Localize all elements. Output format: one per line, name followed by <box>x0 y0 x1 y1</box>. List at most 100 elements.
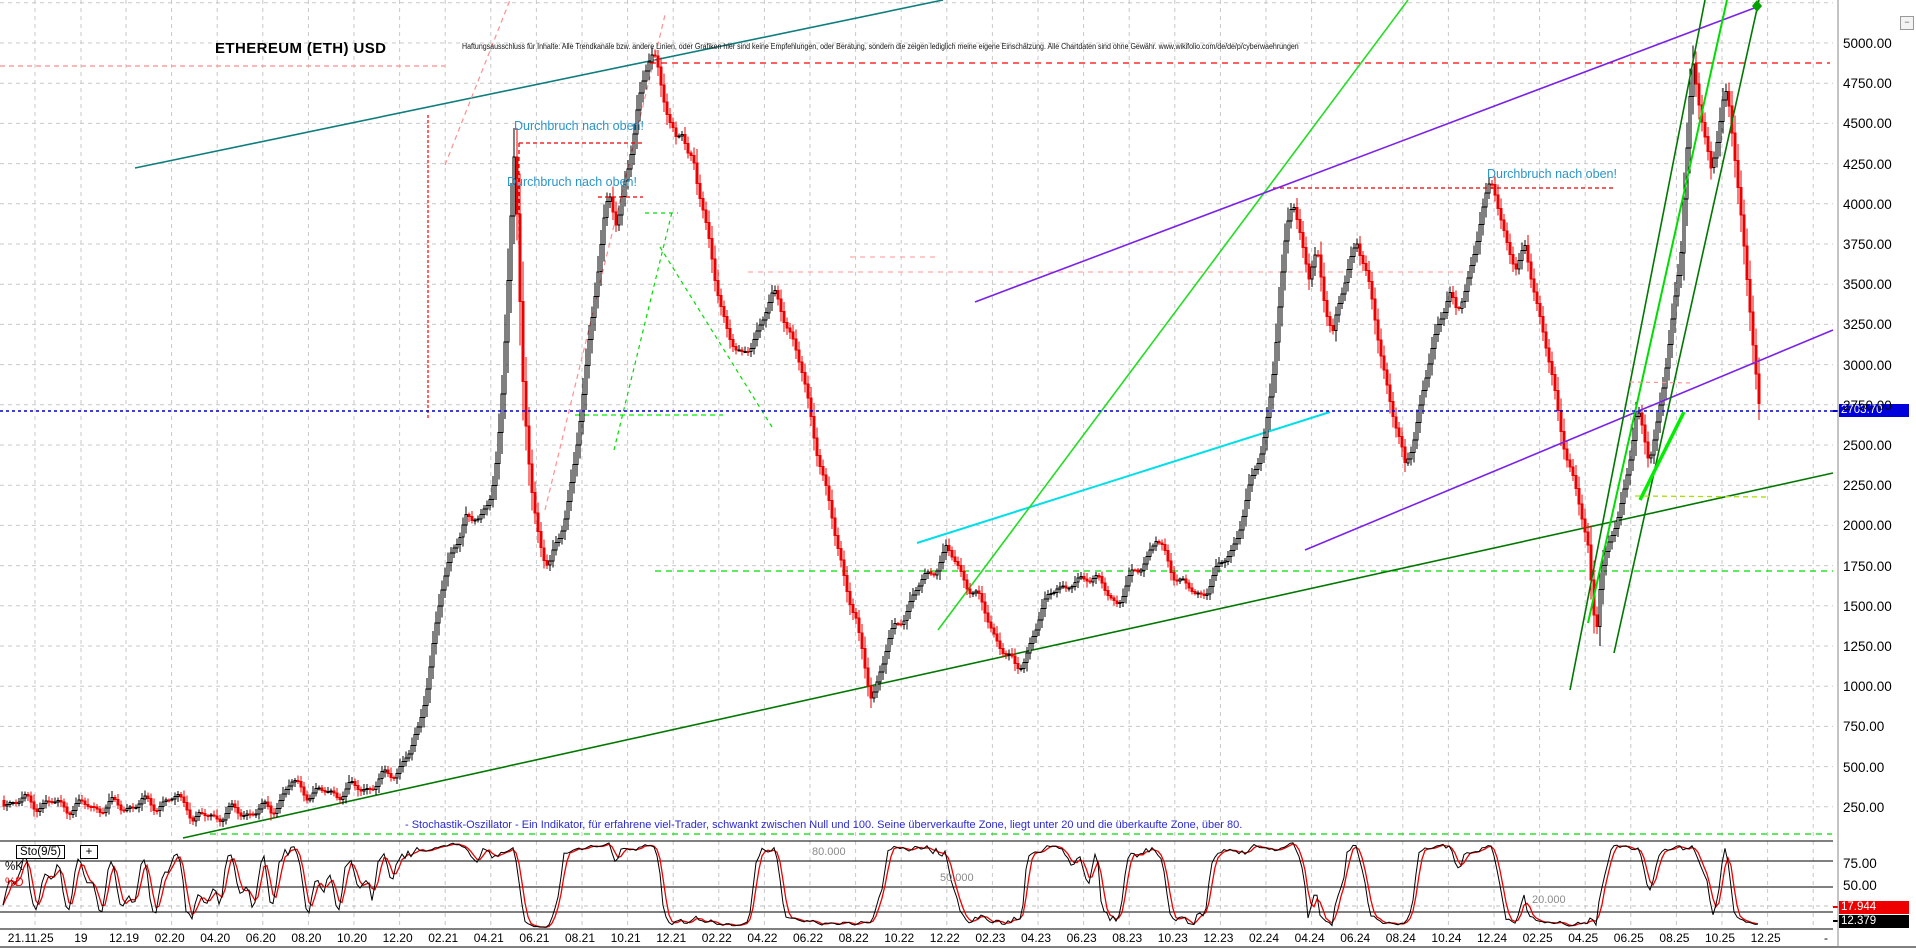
annotation-breakout-2: Durchbruch nach oben! <box>507 175 637 189</box>
price-axis-label: 2750.00 <box>1843 397 1892 413</box>
time-axis-label: 10.21 <box>610 931 641 945</box>
time-axis-label: 06.22 <box>793 931 824 945</box>
salmon-dash-short-right <box>1629 381 1695 384</box>
price-axis-label: 5000.00 <box>1843 36 1892 51</box>
time-axis-label: 08.24 <box>1385 931 1416 945</box>
time-axis-label: 02.22 <box>701 931 732 945</box>
teal-trendline <box>134 0 944 169</box>
page-title: ETHEREUM (ETH) USD <box>215 40 387 57</box>
pink-steep-left <box>444 0 511 166</box>
price-axis-label: 3500.00 <box>1843 277 1892 293</box>
time-axis-label: 08.25 <box>1659 931 1690 945</box>
time-axis-label: 04.21 <box>473 931 504 945</box>
price-axis-label: 3250.00 <box>1843 317 1892 333</box>
green-steep-2023 <box>937 0 1409 631</box>
sto-d-curve <box>2 843 1759 928</box>
time-axis-label: 08.23 <box>1112 931 1143 945</box>
darkgreen-steep-right <box>1613 0 1760 654</box>
sto-level-20-label: 20.000 <box>1532 894 1566 906</box>
price-axis-label: 1500.00 <box>1843 598 1892 614</box>
time-axis-label: 10.25 <box>1705 931 1736 945</box>
green-tent-right <box>659 246 773 428</box>
sto-d-label: %D <box>5 877 24 889</box>
green-thick-segment <box>1638 411 1686 501</box>
time-axis-label: 06.23 <box>1066 931 1097 945</box>
sto-axis-50: 50.00 <box>1843 878 1877 893</box>
price-axis-label: 4500.00 <box>1843 116 1892 132</box>
price-axis-label: 4250.00 <box>1843 156 1892 172</box>
time-axis-label: 04.24 <box>1294 931 1325 945</box>
time-axis-label: 10.23 <box>1157 931 1188 945</box>
sto-level-50-label: 50.000 <box>940 872 974 884</box>
time-axis-label: 04.23 <box>1021 931 1052 945</box>
time-axis-label: 12.19 <box>109 931 140 945</box>
price-axis-label: 1000.00 <box>1843 679 1892 695</box>
sto-k-value-box: 17.944 <box>1839 901 1909 914</box>
sto-add-button[interactable]: + <box>80 845 98 859</box>
cyan-trendline <box>916 411 1331 544</box>
time-axis-label: 10.24 <box>1431 931 1462 945</box>
time-axis-label: 04.25 <box>1568 931 1599 945</box>
time-axis-label: 02.21 <box>428 931 459 945</box>
green-steep-mid <box>1587 0 1728 624</box>
time-axis-label: 12.23 <box>1203 931 1234 945</box>
candlesticks <box>2 45 1761 827</box>
time-axis-label: 12.22 <box>929 931 960 945</box>
collapse-icon[interactable]: − <box>1900 16 1914 30</box>
price-axis-label: 3000.00 <box>1843 357 1892 373</box>
darkgreen-steep-left <box>1569 0 1706 691</box>
green-tent-left <box>613 211 673 451</box>
time-axis-label: 08.22 <box>838 931 869 945</box>
time-axis-label: 12.20 <box>382 931 413 945</box>
sto-k-label: %K <box>5 861 23 873</box>
time-axis-label: 06.24 <box>1340 931 1371 945</box>
time-axis-end-dash: - <box>1824 931 1828 945</box>
time-axis-label: 02.20 <box>154 931 185 945</box>
price-axis-label: 3750.00 <box>1843 237 1892 252</box>
price-axis-label: 500.00 <box>1843 759 1885 775</box>
green-diamond-marker <box>1752 0 1762 12</box>
yellowgreen-dash <box>1634 495 1771 498</box>
price-axis-label: 1750.00 <box>1843 558 1892 574</box>
stochastic-description: - Stochastik-Oszillator - Ein Indikator,… <box>405 819 1243 831</box>
price-axis-label: 2250.00 <box>1843 478 1892 494</box>
price-axis-label: 250.00 <box>1843 799 1885 815</box>
price-axis-label: 2000.00 <box>1843 518 1892 534</box>
time-axis-label: 21.11.25 <box>7 931 54 945</box>
annotation-breakout-3: Durchbruch nach oben! <box>1487 167 1617 181</box>
time-axis-label: 12.25 <box>1750 931 1781 945</box>
sto-axis-75: 75.00 <box>1843 856 1877 871</box>
time-axis-label: 12.24 <box>1477 931 1508 945</box>
time-axis-label: 08.20 <box>291 931 322 945</box>
time-axis-label: 02.25 <box>1522 931 1553 945</box>
time-axis-label: 10.20 <box>337 931 368 945</box>
time-axis-label: 10.22 <box>884 931 915 945</box>
price-axis-label: 4750.00 <box>1843 76 1892 92</box>
sto-indicator-chip[interactable]: Sto(9/5) <box>16 845 65 859</box>
pink-steep-right <box>544 14 666 511</box>
time-axis-label: 06.21 <box>519 931 550 945</box>
time-axis-label: 02.24 <box>1249 931 1280 945</box>
current-price-box: 2703.70 <box>1839 404 1909 417</box>
time-axis-label: 04.22 <box>747 931 778 945</box>
time-axis-label: 19 <box>74 931 88 945</box>
sto-d-value-box: 12.379 <box>1839 915 1909 928</box>
annotation-breakout-1: Durchbruch nach oben! <box>514 119 644 133</box>
time-axis-label: 02.23 <box>975 931 1006 945</box>
sto-k-curve <box>2 842 1759 928</box>
price-axis-label: 2500.00 <box>1843 438 1892 453</box>
price-axis-label: 4000.00 <box>1843 196 1892 212</box>
time-axis-label: 04.20 <box>200 931 231 945</box>
time-axis-label: 06.25 <box>1613 931 1644 945</box>
purple-uptrend-a <box>974 6 1758 303</box>
sto-level-80-label: 80.000 <box>812 846 846 858</box>
time-axis-label: 12.21 <box>656 931 687 945</box>
price-axis-label: 750.00 <box>1843 719 1885 735</box>
time-axis-label: 08.21 <box>565 931 596 945</box>
price-axis-label: 1250.00 <box>1843 639 1892 654</box>
purple-uptrend-b <box>1304 329 1834 551</box>
time-axis-label: 06.20 <box>245 931 276 945</box>
disclaimer-text: Haftungsausschluss für Inhalte: Alle Tre… <box>462 42 1299 51</box>
